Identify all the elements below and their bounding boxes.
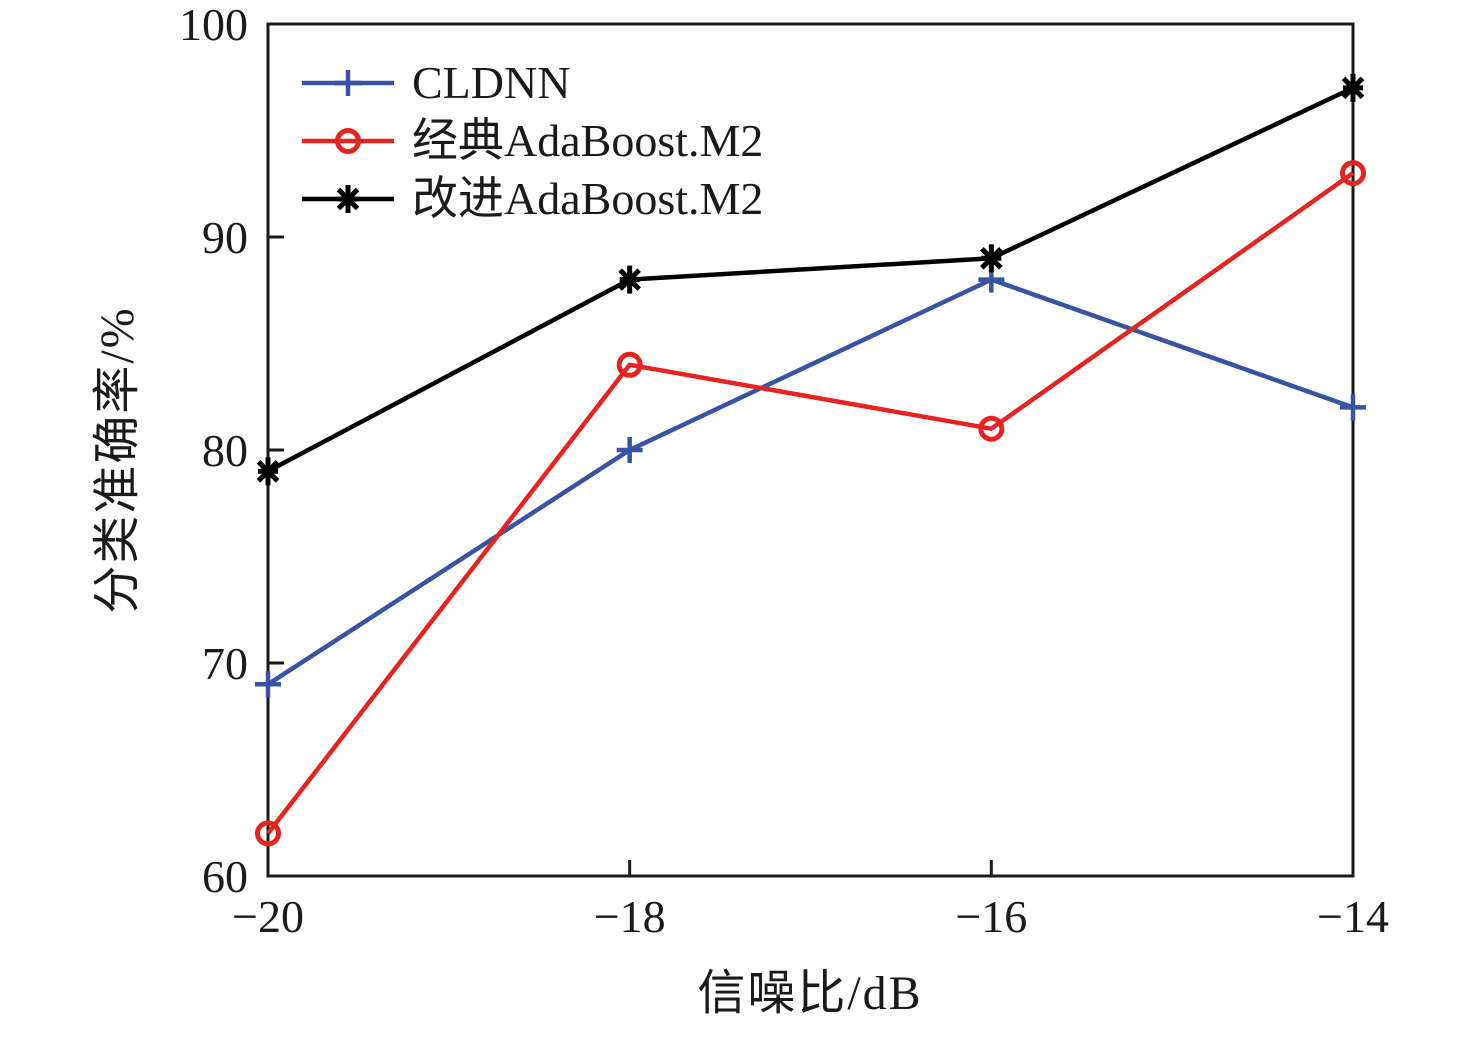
legend-item-classic-adaboost-m2: 经典AdaBoost.M2 [300, 112, 763, 170]
series-line-improved-adaboost-m2 [266, 85, 1354, 474]
series-marker-classic-adaboost-m2 [978, 415, 1005, 442]
legend-label-cldnn: CLDNN [412, 57, 571, 108]
legend-marker-improved-adaboost-m2 [336, 185, 360, 213]
series-line-cldnn [266, 277, 1354, 687]
y-tick-label: 80 [202, 425, 248, 476]
legend-marker-cldnn [335, 70, 361, 96]
x-tick-label: −20 [232, 891, 304, 942]
x-axis-title: 信噪比/dB [697, 967, 923, 1020]
legend-line-plus-marker-icon [302, 70, 394, 96]
legend-label-improved-adaboost-m2: 改进AdaBoost.M2 [412, 173, 764, 224]
series-marker-cldnn [255, 671, 281, 698]
series-marker-classic-adaboost-m2 [1340, 160, 1366, 187]
series-line-classic-adaboost-m2 [266, 171, 1355, 835]
x-tick-label: −18 [594, 891, 666, 942]
y-axis-title: 分类准确率/% [91, 306, 144, 614]
series-marker-improved-adaboost-m2 [980, 244, 1003, 273]
y-tick-label: 90 [202, 212, 248, 263]
x-tick-label: −14 [1317, 891, 1389, 942]
legend-item-cldnn: CLDNN [300, 54, 763, 112]
legend-line-circle-marker-icon [302, 128, 394, 154]
series-marker-improved-adaboost-m2 [256, 457, 280, 486]
legend-label-classic-adaboost-m2: 经典AdaBoost.M2 [412, 115, 764, 166]
series-marker-classic-adaboost-m2 [616, 351, 643, 378]
y-tick-label: 60 [202, 851, 248, 902]
series-marker-cldnn [616, 437, 643, 463]
legend: CLDNN 经典AdaBoost.M2 改进AdaBoost.M2 [300, 54, 763, 228]
legend-marker-classic-adaboost-m2 [335, 128, 361, 154]
series-marker-improved-adaboost-m2 [618, 265, 641, 294]
legend-line-asterisk-marker-icon [302, 185, 394, 213]
series-marker-classic-adaboost-m2 [255, 820, 281, 847]
x-tick-label: −16 [955, 891, 1027, 942]
y-tick-label: 100 [179, 0, 248, 50]
series-marker-cldnn [1340, 394, 1366, 421]
legend-item-improved-adaboost-m2: 改进AdaBoost.M2 [300, 170, 763, 228]
y-tick-label: 70 [202, 638, 248, 689]
series-marker-improved-adaboost-m2 [1341, 73, 1365, 102]
